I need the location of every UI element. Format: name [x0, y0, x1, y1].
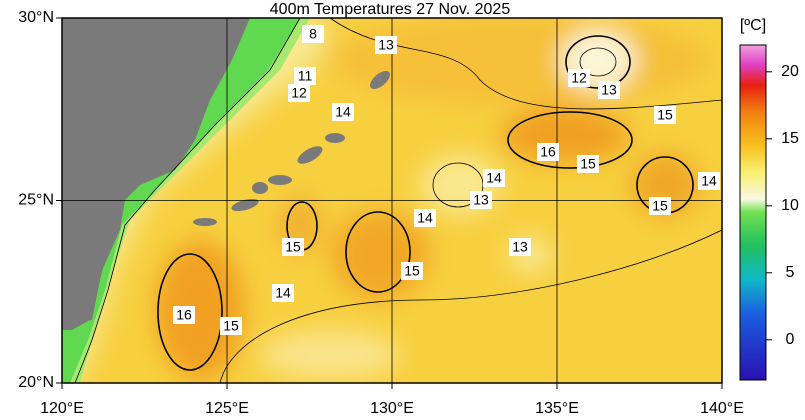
- contour-label-box: [294, 67, 316, 85]
- lon-tick-label: 125°E: [205, 400, 249, 417]
- contour-label-box: [401, 262, 423, 280]
- contour-label-box: [470, 191, 492, 209]
- lat-tick-label: 25°N: [18, 192, 54, 209]
- contour-label-box: [375, 36, 397, 54]
- contour-label-box: [568, 69, 590, 87]
- colorbar-unit: [ºC]: [740, 17, 766, 34]
- contour-label-box: [654, 106, 676, 124]
- contour-label-box: [537, 143, 559, 161]
- lon-tick-label: 140°E: [700, 400, 744, 417]
- contour-label-box: [302, 25, 324, 43]
- colorbar-tick-label: 0: [786, 331, 795, 348]
- lon-tick-label: 120°E: [40, 400, 84, 417]
- colorbar-tick-label: 10: [781, 197, 799, 214]
- contour-label: 12: [291, 85, 307, 101]
- contour-label: 14: [335, 104, 351, 120]
- lat-tick-label: 20°N: [18, 374, 54, 391]
- contour-label: 8: [309, 26, 317, 42]
- contour-label: 11: [298, 68, 313, 84]
- lat-tick-label: 30°N: [18, 9, 54, 26]
- contour-label-box: [332, 103, 354, 121]
- contour-label: 15: [657, 107, 673, 123]
- lon-tick-label: 130°E: [370, 400, 414, 417]
- colorbar-tick-label: 20: [781, 63, 799, 80]
- contour-label-box: [282, 238, 304, 256]
- contour-label: 13: [378, 37, 394, 53]
- contour-label-box: [577, 155, 599, 173]
- contour-label: 15: [404, 263, 420, 279]
- contour-label-box: [509, 238, 531, 256]
- contour-label: 12: [571, 70, 587, 86]
- contour-label-box: [173, 306, 195, 324]
- contour-label-box: [220, 317, 242, 335]
- contour-label-box: [649, 197, 671, 215]
- contour-label-box: [598, 81, 620, 99]
- lon-tick-label: 135°E: [535, 400, 579, 417]
- colorbar-tick-label: 5: [786, 264, 795, 281]
- contour-label: 14: [701, 173, 717, 189]
- contour-label: 14: [417, 210, 433, 226]
- contour-label: 14: [486, 170, 502, 186]
- title: 400m Temperatures 27 Nov. 2025: [270, 1, 511, 18]
- colorbar-tick-label: 15: [781, 130, 799, 147]
- contour-label: 13: [601, 82, 617, 98]
- contour-label-box: [414, 209, 436, 227]
- contour-label-box: [698, 172, 720, 190]
- contour-label: 15: [223, 318, 239, 334]
- contour-label-box: [483, 169, 505, 187]
- contour-label: 15: [285, 239, 301, 255]
- colorbar: [739, 44, 767, 381]
- contour-label: 13: [473, 192, 489, 208]
- contour-label: 16: [176, 307, 192, 323]
- contour-label: 15: [652, 198, 668, 214]
- contour-label: 16: [540, 144, 556, 160]
- contour-label-box: [288, 84, 310, 102]
- contour-label: 15: [580, 156, 596, 172]
- contour-label-box: [272, 284, 294, 302]
- contour-label: 13: [512, 239, 528, 255]
- contour-label: 14: [275, 285, 291, 301]
